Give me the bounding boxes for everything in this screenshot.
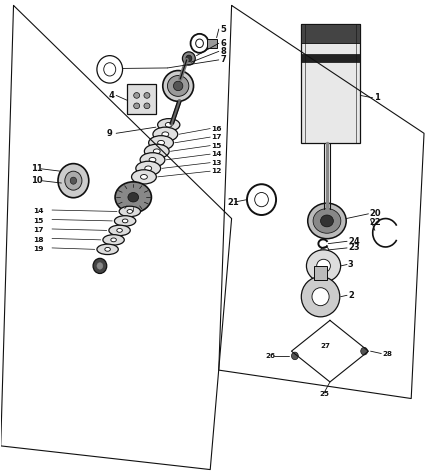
Ellipse shape <box>58 163 89 198</box>
Ellipse shape <box>186 55 192 62</box>
Ellipse shape <box>103 235 124 245</box>
Ellipse shape <box>320 215 333 227</box>
Text: 15: 15 <box>33 218 43 224</box>
Text: 4: 4 <box>109 91 115 100</box>
Ellipse shape <box>182 52 195 65</box>
Text: 13: 13 <box>211 160 222 166</box>
Ellipse shape <box>140 153 165 167</box>
Text: 27: 27 <box>321 343 331 350</box>
Text: 17: 17 <box>211 134 222 140</box>
Ellipse shape <box>167 76 189 96</box>
Ellipse shape <box>111 238 116 242</box>
Circle shape <box>97 263 103 269</box>
Text: 16: 16 <box>211 125 222 132</box>
Text: 23: 23 <box>348 243 360 252</box>
Text: 20: 20 <box>369 209 381 218</box>
Text: 21: 21 <box>227 199 239 208</box>
Text: 14: 14 <box>211 151 222 157</box>
Ellipse shape <box>109 225 130 236</box>
Ellipse shape <box>317 259 330 273</box>
Ellipse shape <box>70 177 77 184</box>
Text: 8: 8 <box>220 47 226 56</box>
Ellipse shape <box>104 63 116 76</box>
Ellipse shape <box>157 119 180 131</box>
Bar <box>301 54 360 62</box>
Ellipse shape <box>105 247 110 251</box>
Ellipse shape <box>162 132 169 137</box>
Ellipse shape <box>144 103 150 109</box>
Text: 15: 15 <box>211 142 221 149</box>
Ellipse shape <box>144 93 150 98</box>
Ellipse shape <box>115 182 151 213</box>
Bar <box>301 24 360 143</box>
Ellipse shape <box>301 276 340 317</box>
Ellipse shape <box>122 219 128 223</box>
Ellipse shape <box>145 144 169 158</box>
Bar <box>314 266 327 280</box>
Bar <box>301 24 360 43</box>
Text: 11: 11 <box>31 164 43 173</box>
Text: 28: 28 <box>382 351 392 357</box>
Text: 7: 7 <box>220 56 226 65</box>
Ellipse shape <box>127 209 133 213</box>
Bar <box>207 38 217 48</box>
Ellipse shape <box>306 250 341 282</box>
Ellipse shape <box>97 244 118 255</box>
Ellipse shape <box>173 81 183 91</box>
Ellipse shape <box>313 209 341 233</box>
Ellipse shape <box>134 93 140 98</box>
Ellipse shape <box>136 161 160 175</box>
Text: 9: 9 <box>107 129 112 138</box>
Ellipse shape <box>308 203 346 238</box>
Text: 6: 6 <box>220 39 226 48</box>
Text: 10: 10 <box>31 176 43 185</box>
Text: 18: 18 <box>33 237 43 243</box>
Circle shape <box>361 347 368 355</box>
Text: 22: 22 <box>369 218 381 227</box>
Text: 5: 5 <box>220 25 226 34</box>
Text: 14: 14 <box>33 209 43 214</box>
Circle shape <box>291 352 298 360</box>
Bar <box>127 84 156 114</box>
Text: 1: 1 <box>374 93 379 102</box>
Text: 26: 26 <box>266 353 276 359</box>
Text: 24: 24 <box>348 237 360 246</box>
Text: 2: 2 <box>348 291 354 300</box>
Text: 3: 3 <box>348 260 353 269</box>
Ellipse shape <box>115 216 136 226</box>
Ellipse shape <box>117 228 122 232</box>
Ellipse shape <box>141 174 148 179</box>
Ellipse shape <box>153 149 160 154</box>
Ellipse shape <box>165 123 172 127</box>
Circle shape <box>93 258 107 274</box>
Ellipse shape <box>132 170 156 184</box>
Ellipse shape <box>312 288 329 306</box>
Text: 25: 25 <box>319 391 329 397</box>
Ellipse shape <box>153 127 178 142</box>
Text: 12: 12 <box>211 168 221 174</box>
Ellipse shape <box>149 157 156 162</box>
Ellipse shape <box>119 206 141 217</box>
Ellipse shape <box>65 171 82 190</box>
Text: 17: 17 <box>33 228 43 233</box>
Ellipse shape <box>157 141 164 145</box>
Ellipse shape <box>145 166 151 171</box>
Ellipse shape <box>163 71 193 101</box>
Ellipse shape <box>148 136 173 150</box>
Ellipse shape <box>128 192 139 202</box>
Ellipse shape <box>134 103 140 109</box>
Text: 19: 19 <box>33 247 43 252</box>
